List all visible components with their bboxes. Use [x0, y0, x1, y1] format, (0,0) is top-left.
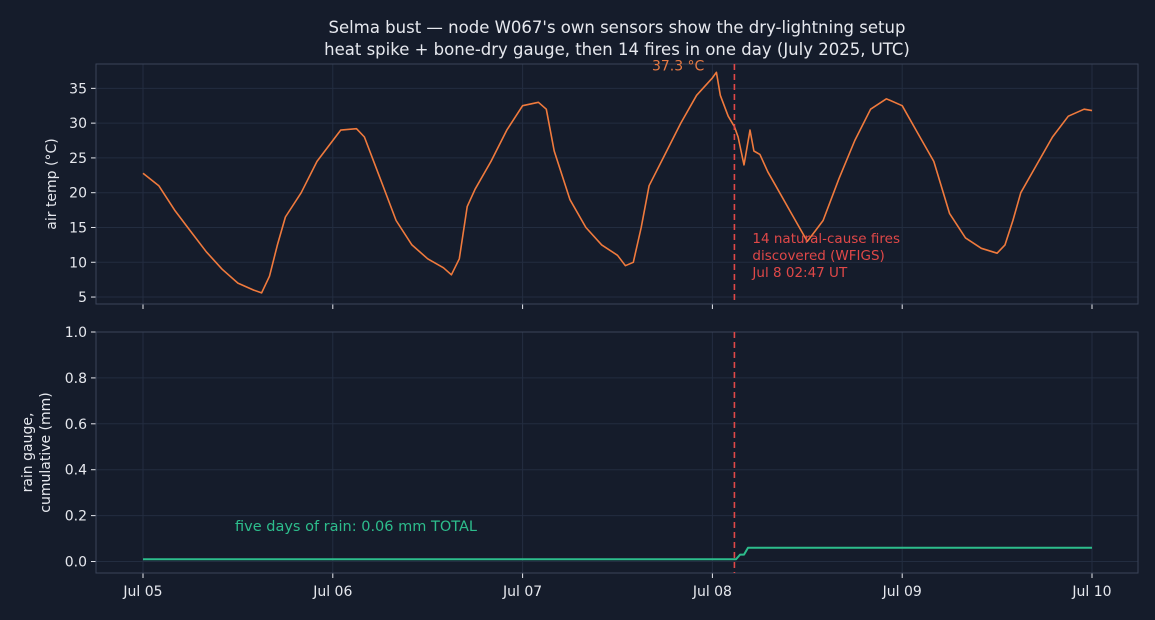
x-tick-label: Jul 08 [692, 584, 732, 600]
x-tick-label: Jul 10 [1071, 584, 1111, 600]
y-tick-label: 0.4 [65, 463, 87, 479]
y-tick-label: 0.8 [65, 371, 87, 387]
y-tick-label: 0.6 [65, 417, 87, 433]
axes-frame [95, 331, 1139, 574]
x-tick-label: Jul 09 [882, 584, 922, 600]
y-axis-label-line1: rain gauge, [20, 413, 36, 493]
y-tick-label: 35 [69, 81, 87, 97]
rain-line [143, 546, 1092, 561]
chart-title-line2: heat spike + bone-dry gauge, then 14 fir… [324, 40, 910, 59]
y-tick-label: 10 [69, 255, 87, 271]
y-tick-label: 0.0 [65, 555, 87, 571]
fire-event-label-line3: Jul 8 02:47 UT [751, 265, 848, 281]
x-tick-label: Jul 07 [502, 584, 542, 600]
rain-panel: 0.0 0.2 0.4 0.6 0.8 1.0 Jul 05 Jul 06 Jul 07 Jul … [20, 325, 1139, 600]
peak-temp-label: 37.3 °C [652, 58, 705, 74]
y-tick-label: 5 [78, 290, 87, 306]
y-axis-label: air temp (°C) [44, 138, 60, 229]
y-tick-label: 0.2 [65, 509, 87, 525]
y-tick-label: 30 [69, 116, 87, 132]
x-tick-label: Jul 05 [122, 584, 162, 600]
plot-area [96, 64, 1138, 304]
axes-frame [95, 63, 1139, 305]
rain-total-label: five days of rain: 0.06 mm TOTAL [235, 519, 477, 535]
y-axis-label-line2: cumulative (mm) [38, 392, 54, 512]
chart-title-line1: Selma bust — node W067's own sensors sho… [329, 18, 906, 37]
y-tick-label: 25 [69, 151, 87, 167]
plot-area [96, 332, 1138, 573]
y-tick-label: 15 [69, 220, 87, 236]
temperature-line [142, 71, 1093, 294]
x-tick-label: Jul 06 [312, 584, 352, 600]
temperature-panel: 5 10 15 20 25 30 35 air temp (°C) 37.3 °C [44, 58, 1139, 309]
y-tick-label: 20 [69, 186, 87, 202]
fire-event-label-line2: discovered (WFIGS) [752, 248, 884, 264]
fire-event-label-line1: 14 natural-cause fires [752, 231, 900, 247]
y-tick-label: 1.0 [65, 325, 87, 341]
